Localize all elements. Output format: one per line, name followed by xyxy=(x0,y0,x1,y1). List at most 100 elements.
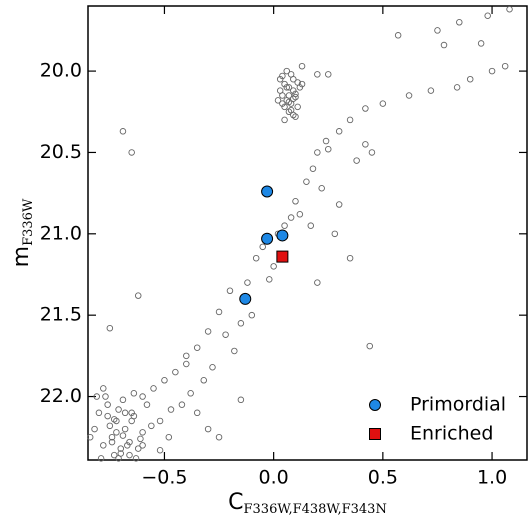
point xyxy=(139,429,146,436)
point xyxy=(405,92,413,99)
point xyxy=(100,442,107,449)
point xyxy=(97,455,105,462)
point xyxy=(86,433,94,441)
point xyxy=(285,92,293,99)
point xyxy=(204,425,212,433)
x-label-sub: F336W,F438W,F343N xyxy=(244,502,387,517)
point xyxy=(368,149,376,156)
point xyxy=(244,279,251,286)
legend-marker xyxy=(369,428,381,440)
point xyxy=(132,455,140,462)
point xyxy=(366,342,373,350)
point xyxy=(362,105,369,112)
point xyxy=(110,451,118,459)
point xyxy=(290,111,297,119)
point xyxy=(261,185,274,198)
point xyxy=(119,128,127,135)
point xyxy=(128,409,135,417)
point xyxy=(130,390,138,397)
point xyxy=(488,67,496,75)
point xyxy=(134,445,142,452)
point xyxy=(178,401,186,408)
point xyxy=(137,435,144,443)
point xyxy=(226,287,234,295)
point xyxy=(276,229,289,242)
point xyxy=(200,377,208,384)
point xyxy=(283,67,291,75)
y-axis-label: mF336W xyxy=(9,198,36,267)
x-tick-label: 0.5 xyxy=(368,467,398,489)
point xyxy=(353,157,360,164)
point xyxy=(298,80,306,88)
point xyxy=(331,230,339,238)
point xyxy=(156,446,164,454)
point xyxy=(292,198,299,205)
point xyxy=(314,71,321,78)
point xyxy=(165,433,173,441)
point xyxy=(183,360,190,368)
point xyxy=(322,137,330,145)
point xyxy=(307,222,315,229)
point xyxy=(95,409,103,417)
point xyxy=(276,87,284,94)
point xyxy=(104,412,111,420)
point xyxy=(285,84,293,91)
x-label-main: C xyxy=(228,490,243,515)
point xyxy=(93,393,100,400)
point xyxy=(237,320,245,327)
y-tick-label: 21.5 xyxy=(40,304,82,326)
point xyxy=(290,87,297,94)
point xyxy=(279,72,286,80)
point xyxy=(106,422,114,430)
point xyxy=(167,406,175,413)
point xyxy=(108,438,116,446)
point xyxy=(239,292,252,305)
point xyxy=(266,276,273,283)
point xyxy=(119,396,127,404)
point xyxy=(215,433,223,441)
point xyxy=(274,97,282,104)
point xyxy=(134,292,142,299)
point xyxy=(143,401,151,408)
point xyxy=(104,401,111,408)
x-tick-label: 0.0 xyxy=(259,467,289,489)
point xyxy=(193,344,201,351)
point xyxy=(102,393,109,400)
point xyxy=(128,417,135,425)
point xyxy=(222,331,229,338)
point xyxy=(281,80,288,88)
point xyxy=(237,396,245,404)
point xyxy=(187,390,194,397)
point xyxy=(453,84,461,91)
point xyxy=(128,149,135,156)
point xyxy=(117,445,125,452)
point xyxy=(314,149,321,156)
plot-frame xyxy=(87,5,528,461)
point xyxy=(287,214,295,221)
point xyxy=(298,62,306,70)
point xyxy=(121,409,129,417)
point xyxy=(121,425,129,433)
point xyxy=(126,438,133,446)
point xyxy=(335,128,343,135)
point xyxy=(252,254,260,262)
point xyxy=(434,27,441,34)
point xyxy=(110,416,118,423)
point xyxy=(346,116,354,124)
point xyxy=(91,425,98,433)
y-label-sub: F336W xyxy=(21,198,36,246)
point xyxy=(281,116,288,124)
point xyxy=(281,222,288,229)
point xyxy=(161,377,168,384)
point xyxy=(296,84,304,91)
point xyxy=(106,324,114,332)
legend-marker xyxy=(369,399,381,411)
point xyxy=(193,409,201,417)
point xyxy=(215,308,223,316)
point xyxy=(261,232,274,245)
point xyxy=(477,40,485,47)
point xyxy=(346,254,354,262)
point xyxy=(324,71,332,78)
point xyxy=(150,385,157,392)
